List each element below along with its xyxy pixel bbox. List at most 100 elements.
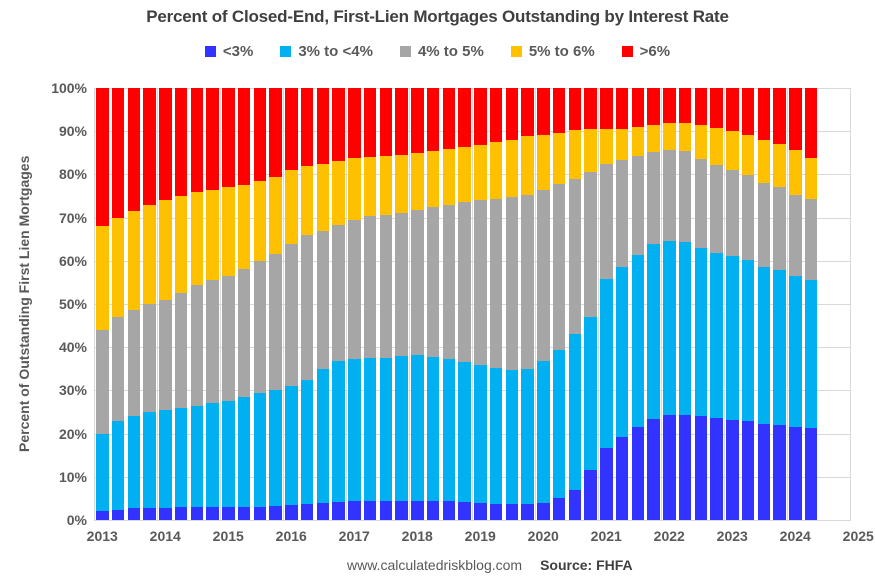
- segment-lt3: [631, 426, 644, 520]
- segment-5to6: [615, 128, 629, 161]
- segment-lt3: [552, 498, 566, 520]
- bar-2013-q1: [96, 88, 109, 520]
- bar-2013-q3: [127, 88, 140, 520]
- segment-4to5: [757, 182, 770, 268]
- gridline-vertical: [724, 88, 725, 520]
- legend-swatch-5to6: [510, 46, 522, 57]
- segment-lt3: [568, 490, 581, 520]
- segment-gt6: [741, 88, 755, 135]
- segment-3to4: [726, 256, 739, 420]
- legend-item-3to4: 3% to <4%: [280, 43, 373, 60]
- segment-4to5: [174, 293, 188, 408]
- segment-5to6: [773, 144, 786, 187]
- segment-gt6: [426, 88, 440, 152]
- segment-3to4: [222, 401, 235, 507]
- bar-2018-q3: [442, 88, 455, 520]
- segment-4to5: [537, 189, 550, 361]
- segment-5to6: [363, 157, 377, 217]
- bar-2013-q4: [143, 88, 156, 520]
- segment-lt3: [174, 507, 188, 520]
- segment-5to6: [458, 147, 471, 203]
- segment-3to4: [537, 360, 550, 504]
- segment-gt6: [726, 88, 739, 132]
- segment-5to6: [269, 176, 282, 255]
- segment-3to4: [363, 357, 377, 501]
- segment-5to6: [96, 226, 109, 330]
- bar-2019-q4: [521, 88, 534, 520]
- bar-2019-q1: [474, 88, 487, 520]
- bar-2024-q1: [789, 88, 802, 520]
- segment-3to4: [395, 356, 408, 501]
- segment-4to5: [552, 183, 566, 351]
- segment-3to4: [426, 356, 440, 501]
- segment-3to4: [143, 411, 156, 508]
- segment-3to4: [804, 279, 818, 428]
- bar-2015-q3: [253, 88, 266, 520]
- segment-4to5: [489, 198, 503, 368]
- segment-5to6: [584, 129, 597, 173]
- segment-gt6: [237, 88, 251, 186]
- segment-lt3: [600, 448, 613, 520]
- segment-lt3: [190, 507, 203, 520]
- bar-2016-q1: [285, 88, 298, 520]
- segment-4to5: [237, 269, 251, 397]
- legend-item-4to5: 4% to 5%: [399, 43, 484, 60]
- segment-lt3: [458, 501, 471, 520]
- segment-lt3: [363, 500, 377, 520]
- segment-lt3: [789, 426, 802, 520]
- segment-5to6: [253, 180, 266, 261]
- segment-gt6: [804, 88, 818, 158]
- segment-gt6: [773, 88, 786, 145]
- segment-3to4: [552, 350, 566, 499]
- y-tick-label-40pct: 40%: [58, 339, 87, 356]
- segment-3to4: [615, 267, 629, 438]
- x-tick-label-2025: 2025: [842, 528, 874, 544]
- bar-2023-q4: [773, 88, 786, 520]
- segment-3to4: [316, 368, 329, 504]
- segment-lt3: [489, 503, 503, 520]
- segment-lt3: [710, 418, 723, 520]
- segment-gt6: [206, 88, 219, 190]
- segment-3to4: [127, 416, 140, 509]
- segment-lt3: [411, 500, 424, 520]
- bar-2015-q1: [222, 88, 235, 520]
- segment-5to6: [395, 154, 408, 213]
- bar-2015-q2: [237, 88, 251, 520]
- segment-3to4: [647, 243, 660, 420]
- segment-3to4: [741, 259, 755, 422]
- segment-gt6: [411, 88, 424, 153]
- segment-5to6: [757, 139, 770, 183]
- segment-5to6: [521, 136, 534, 195]
- segment-4to5: [143, 303, 156, 412]
- segment-lt3: [96, 511, 109, 520]
- bar-2017-q2: [363, 88, 377, 520]
- segment-gt6: [615, 88, 629, 129]
- segment-lt3: [111, 509, 125, 520]
- segment-4to5: [741, 175, 755, 260]
- segment-lt3: [726, 419, 739, 520]
- segment-5to6: [379, 156, 392, 215]
- y-tick-label-30pct: 30%: [58, 382, 87, 399]
- segment-5to6: [285, 170, 298, 244]
- segment-gt6: [395, 88, 408, 155]
- gridline-vertical: [94, 88, 95, 520]
- segment-5to6: [741, 134, 755, 176]
- segment-4to5: [694, 158, 707, 249]
- gridline-vertical: [598, 88, 599, 520]
- segment-3to4: [96, 433, 109, 512]
- bar-2018-q2: [426, 88, 440, 520]
- segment-4to5: [426, 207, 440, 357]
- segment-4to5: [379, 214, 392, 358]
- segment-3to4: [348, 358, 361, 502]
- gridline-vertical: [157, 88, 158, 520]
- segment-4to5: [442, 204, 455, 360]
- segment-3to4: [710, 252, 723, 419]
- segment-gt6: [159, 88, 172, 201]
- segment-4to5: [458, 202, 471, 363]
- segment-5to6: [600, 129, 613, 164]
- gridline-horizontal: [94, 520, 851, 521]
- bar-2023-q3: [757, 88, 770, 520]
- segment-lt3: [757, 423, 770, 520]
- segment-gt6: [316, 88, 329, 164]
- segment-3to4: [568, 334, 581, 491]
